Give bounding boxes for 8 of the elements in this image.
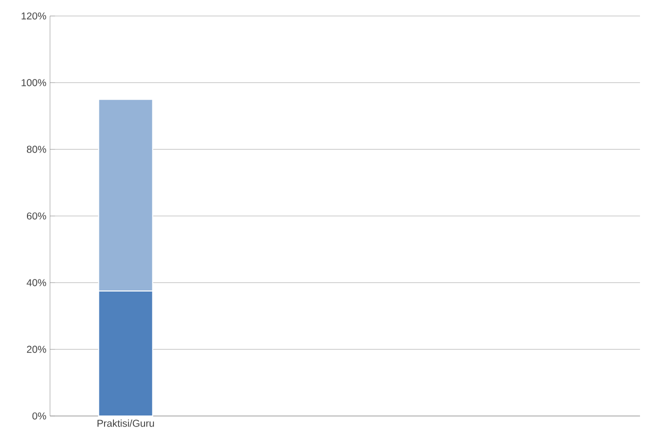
y-tick-label: 20% (26, 346, 46, 353)
y-tick-label: 40% (26, 279, 46, 286)
y-tick-label: 60% (26, 212, 46, 220)
y-tick-label: 120% (22, 12, 46, 20)
x-tick-label: Praktisi/Guru (98, 420, 154, 427)
y-tick-label: 100% (22, 79, 46, 86)
y-tick-label: 80% (26, 146, 46, 153)
y-tick-label: 0% (32, 412, 46, 420)
